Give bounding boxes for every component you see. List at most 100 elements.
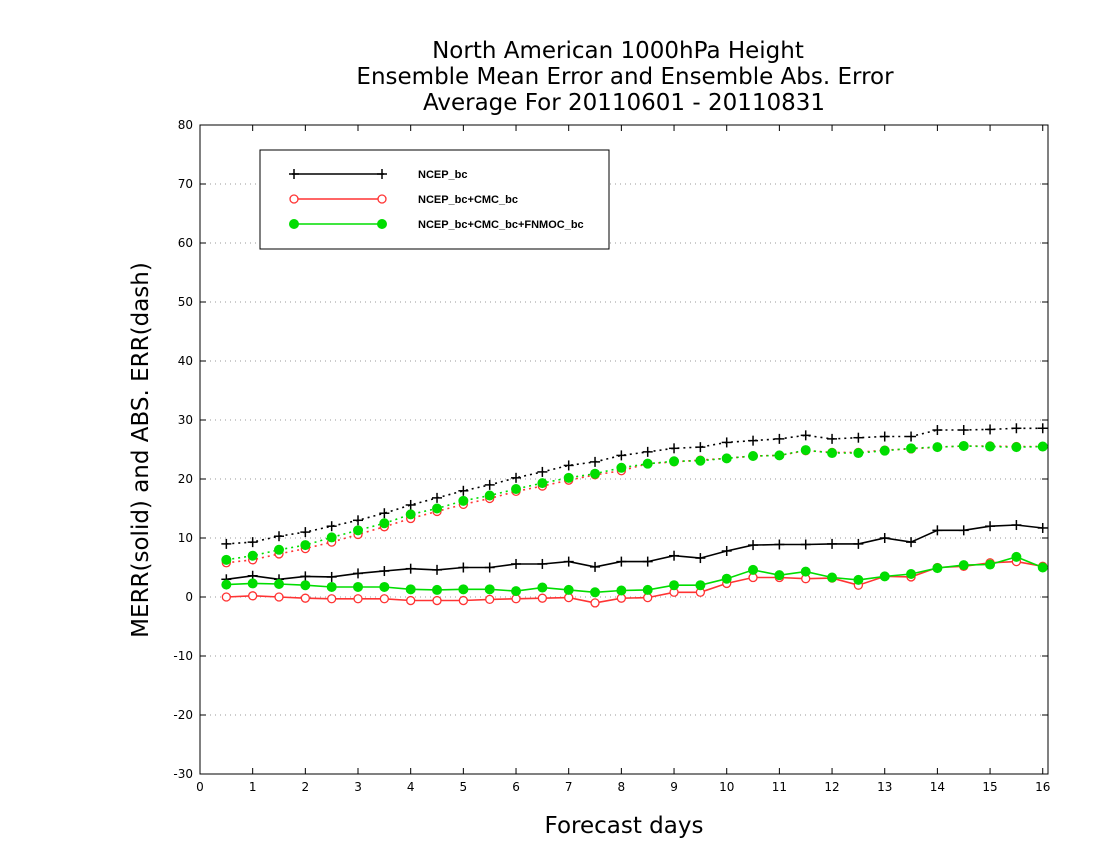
abs-err-point [458,495,469,506]
abs-err-point [405,499,416,510]
legend-item-ncep-bc: NCEP_bc [289,169,468,181]
abs-err-point [879,431,890,442]
abs-err-point [326,532,337,543]
merr-point [590,561,601,572]
merr-point [748,564,759,575]
abs-err-point [458,485,469,496]
abs-err-line [226,445,1043,561]
merr-point [327,594,337,604]
abs-err-point [853,432,864,443]
abs-err-point [353,525,364,536]
abs-err-point [590,468,601,479]
legend-label: NCEP_bc [418,169,468,181]
abs-err-line [226,427,1043,545]
x-tick-label: 11 [772,780,787,794]
abs-err-point [274,544,285,555]
legend-label: NCEP_bc+CMC_bc+FNMOC_bc [418,219,584,231]
merr-point [326,581,337,592]
merr-point [853,574,864,585]
merr-point [247,578,258,589]
legend-marker [289,169,299,179]
abs-err-point [484,479,495,490]
abs-err-point [827,448,838,459]
abs-err-point [432,503,443,514]
merr-point [1011,520,1022,531]
merr-point [458,584,469,595]
abs-err-point [511,472,522,483]
x-tick-label: 9 [670,780,678,794]
abs-err-point [616,450,627,461]
y-axis: -30 -20 -10 0 10 20 30 40 50 60 70 80 [173,118,1048,781]
merr-point [879,571,890,582]
legend-marker [377,194,387,204]
legend-item-ncep-bc-cmc-bc: NCEP_bc+CMC_bc [289,194,518,206]
merr-point [800,539,811,550]
merr-point [906,537,917,548]
y-tick-label: -10 [173,649,193,663]
merr-point [537,558,548,569]
merr-point [985,521,996,532]
merr-point [485,594,495,605]
title-line-2: Ensemble Mean Error and Ensemble Abs. Er… [356,64,894,90]
merr-point [300,580,311,591]
abs-err-point [748,450,759,461]
abs-err-point [563,472,574,483]
y-tick-label: 40 [178,354,193,368]
abs-err-point [906,431,917,442]
title-line-3: Average For 20110601 - 20110831 [423,90,825,116]
x-tick-label: 15 [982,780,997,794]
abs-err-point [642,446,653,457]
merr-point [432,564,443,575]
abs-err-point [721,453,732,464]
series-ncep-bc [221,423,1048,585]
abs-err-point [300,527,311,538]
merr-point [406,595,416,606]
abs-err-point [563,460,574,471]
merr-point [853,538,864,549]
y-tick-label: -20 [173,708,193,722]
merr-point [274,579,285,590]
series-layer [221,423,1048,608]
merr-point [432,595,442,606]
abs-err-point [695,442,706,453]
abs-err-point [985,441,996,452]
abs-err-point [985,424,996,435]
x-tick-label: 10 [719,780,734,794]
merr-point [774,539,785,550]
abs-err-point [432,492,443,503]
merr-point [563,556,574,567]
abs-err-point [853,448,864,459]
legend-marker [289,194,299,204]
merr-point [353,568,364,579]
abs-err-point [616,462,627,473]
abs-err-point [300,540,311,551]
abs-err-point [353,515,364,526]
abs-err-point [800,430,811,441]
merr-point [590,598,600,608]
merr-point [879,533,890,543]
legend-entries: NCEP_bc NCEP_bc+CMC_bc NCEP_bc+CMC_bc+FNMO… [289,169,584,231]
grid [200,183,1048,716]
chart-title: North American 1000hPa Height Ensemble M… [356,38,894,116]
x-tick-label: 12 [824,780,839,794]
x-tick-label: 0 [196,780,204,794]
merr-point [379,581,390,592]
merr-point [484,562,495,573]
abs-err-point [274,531,285,542]
abs-err-point [247,550,258,561]
merr-point [563,584,574,595]
x-tick-label: 6 [512,780,520,794]
merr-point [695,580,706,591]
abs-err-point [405,509,416,520]
abs-err-point [537,466,548,477]
abs-err-point [1011,423,1022,434]
legend-marker [377,219,387,229]
plot-frame [199,124,1049,775]
y-tick-label: 30 [178,413,193,427]
abs-err-point [221,538,232,549]
x-tick-label: 5 [460,780,468,794]
abs-err-point [721,437,732,448]
abs-err-point [774,450,785,461]
abs-err-point [1037,441,1048,452]
